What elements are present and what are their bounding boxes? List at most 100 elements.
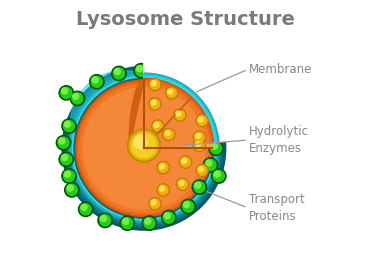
- Circle shape: [150, 80, 160, 89]
- Circle shape: [63, 171, 75, 182]
- Circle shape: [209, 141, 223, 155]
- Circle shape: [73, 94, 79, 99]
- Circle shape: [122, 218, 133, 229]
- Circle shape: [193, 139, 206, 152]
- Circle shape: [195, 182, 201, 188]
- Circle shape: [81, 204, 87, 210]
- Circle shape: [211, 169, 226, 183]
- Circle shape: [198, 117, 203, 122]
- Circle shape: [160, 186, 164, 191]
- Wedge shape: [144, 73, 219, 148]
- Circle shape: [196, 133, 200, 138]
- Text: Transport
Proteins: Transport Proteins: [249, 193, 305, 223]
- Circle shape: [62, 119, 76, 133]
- Circle shape: [159, 163, 168, 172]
- Circle shape: [129, 131, 158, 160]
- Circle shape: [151, 100, 156, 105]
- Circle shape: [70, 71, 177, 177]
- Wedge shape: [144, 83, 209, 148]
- Circle shape: [195, 132, 204, 142]
- Circle shape: [68, 72, 220, 225]
- Circle shape: [194, 182, 205, 193]
- Circle shape: [165, 130, 170, 136]
- Circle shape: [72, 93, 83, 104]
- Circle shape: [196, 142, 200, 147]
- Circle shape: [59, 138, 65, 144]
- Circle shape: [61, 87, 72, 98]
- Circle shape: [183, 201, 194, 212]
- Circle shape: [132, 133, 156, 158]
- Circle shape: [70, 74, 218, 222]
- Circle shape: [99, 215, 111, 226]
- Circle shape: [151, 200, 156, 205]
- Circle shape: [89, 74, 104, 89]
- Circle shape: [160, 164, 164, 169]
- Circle shape: [142, 216, 157, 230]
- Circle shape: [64, 171, 70, 177]
- Circle shape: [174, 109, 186, 121]
- Circle shape: [62, 169, 76, 183]
- Circle shape: [63, 121, 75, 132]
- Circle shape: [157, 184, 170, 196]
- Circle shape: [79, 202, 93, 216]
- Circle shape: [62, 154, 68, 160]
- Circle shape: [178, 180, 187, 189]
- Circle shape: [181, 157, 190, 167]
- Circle shape: [197, 166, 207, 175]
- Circle shape: [149, 198, 161, 210]
- Text: Membrane: Membrane: [249, 63, 313, 76]
- Wedge shape: [144, 62, 229, 148]
- Circle shape: [92, 77, 98, 83]
- Text: Lysosome Structure: Lysosome Structure: [76, 10, 295, 29]
- Circle shape: [213, 171, 224, 182]
- Circle shape: [176, 111, 181, 116]
- Circle shape: [210, 143, 221, 154]
- Polygon shape: [144, 133, 212, 148]
- Circle shape: [127, 129, 161, 162]
- Circle shape: [163, 128, 175, 141]
- Circle shape: [112, 66, 126, 81]
- Circle shape: [150, 199, 160, 209]
- Circle shape: [181, 199, 196, 214]
- Circle shape: [180, 156, 191, 168]
- Circle shape: [152, 120, 164, 132]
- Circle shape: [77, 82, 211, 215]
- Circle shape: [214, 171, 220, 177]
- Circle shape: [149, 78, 161, 91]
- Circle shape: [114, 69, 120, 74]
- Circle shape: [135, 65, 147, 76]
- Wedge shape: [144, 77, 215, 148]
- Circle shape: [59, 86, 73, 100]
- Circle shape: [122, 218, 129, 224]
- Circle shape: [164, 213, 170, 219]
- Circle shape: [177, 178, 189, 190]
- Circle shape: [65, 183, 79, 197]
- Circle shape: [134, 64, 148, 78]
- Circle shape: [184, 202, 190, 208]
- Circle shape: [198, 167, 203, 172]
- Circle shape: [205, 159, 216, 171]
- Circle shape: [197, 116, 207, 125]
- Circle shape: [182, 158, 187, 163]
- Wedge shape: [144, 80, 212, 148]
- Circle shape: [154, 122, 159, 127]
- Circle shape: [196, 164, 208, 177]
- Circle shape: [91, 76, 102, 87]
- Circle shape: [179, 181, 184, 185]
- Circle shape: [192, 180, 207, 194]
- Circle shape: [58, 137, 69, 148]
- Circle shape: [163, 212, 174, 223]
- Circle shape: [164, 130, 174, 139]
- Circle shape: [206, 160, 212, 166]
- Circle shape: [193, 131, 206, 143]
- Circle shape: [80, 84, 208, 213]
- Circle shape: [70, 91, 85, 106]
- Circle shape: [167, 88, 176, 98]
- Text: Hydrolytic
Enzymes: Hydrolytic Enzymes: [249, 125, 309, 155]
- Circle shape: [59, 152, 73, 167]
- Circle shape: [62, 67, 226, 230]
- Circle shape: [56, 136, 71, 150]
- Circle shape: [64, 121, 70, 127]
- Wedge shape: [144, 75, 217, 148]
- Circle shape: [134, 135, 148, 149]
